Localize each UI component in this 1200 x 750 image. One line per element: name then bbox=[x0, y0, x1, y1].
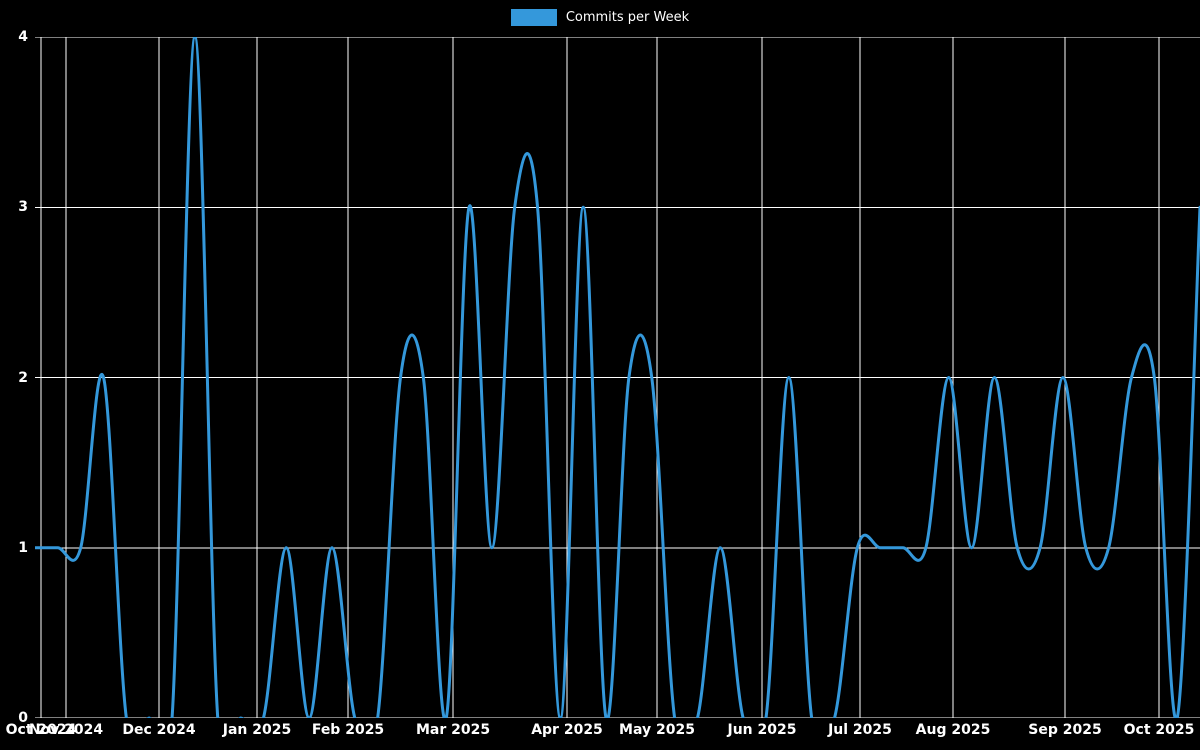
data-line-commits-per-week bbox=[35, 37, 1200, 718]
x-tick-label-jun-2025: Jun 2025 bbox=[727, 722, 797, 738]
y-tick-label-4: 4 bbox=[18, 29, 28, 45]
x-tick-label-jul-2025: Jul 2025 bbox=[828, 722, 892, 738]
x-tick-label-oct-2024: Oct 2024 bbox=[5, 722, 77, 738]
x-tick-label-jan-2025: Jan 2025 bbox=[222, 722, 292, 738]
x-tick-label-nov-2024: Nov 2024 bbox=[28, 722, 104, 738]
x-tick-label-mar-2025: Mar 2025 bbox=[415, 722, 491, 738]
y-tick-label-1: 1 bbox=[18, 539, 28, 556]
x-tick-label-sep-2025: Sep 2025 bbox=[1028, 722, 1102, 738]
x-tick-label-may-2025: May 2025 bbox=[619, 722, 695, 738]
legend-color-swatch bbox=[510, 8, 557, 26]
x-tick-label-apr-2025: Apr 2025 bbox=[531, 722, 603, 738]
x-tick-label-oct-2025: Oct 2025 bbox=[1123, 722, 1195, 738]
y-tick-label-2: 2 bbox=[18, 369, 28, 386]
chart-legend: Commits per Week bbox=[0, 6, 1200, 28]
plot-area bbox=[35, 37, 1200, 718]
y-tick-label-3: 3 bbox=[18, 199, 28, 216]
y-tick-label-0: 0 bbox=[18, 710, 28, 726]
x-tick-label-feb-2025: Feb 2025 bbox=[311, 722, 385, 738]
legend-label-commits-per-week: Commits per Week bbox=[565, 9, 690, 25]
plot-svg bbox=[35, 37, 1200, 718]
gridlines bbox=[35, 37, 1200, 718]
x-tick-label-dec-2024: Dec 2024 bbox=[122, 722, 196, 738]
x-tick-label-aug-2025: Aug 2025 bbox=[915, 722, 991, 738]
